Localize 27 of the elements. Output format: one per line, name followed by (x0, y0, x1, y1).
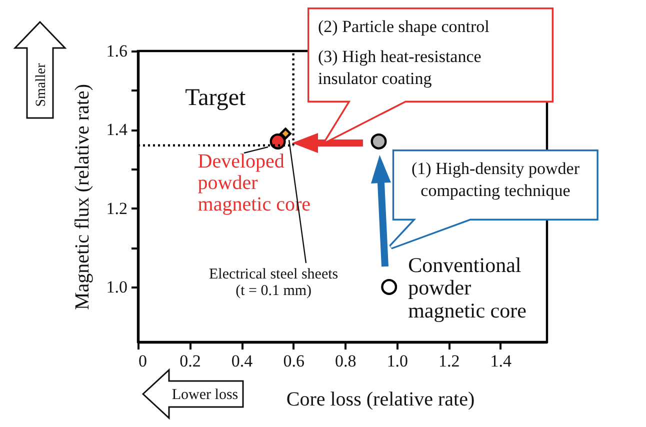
x-axis-title: Core loss (relative rate) (286, 388, 475, 410)
point (270, 133, 286, 150)
callout-box: (1) High-density powder compacting technique (388, 149, 599, 250)
annotation: Target (185, 84, 246, 112)
point (381, 278, 398, 295)
x-tick-label: 0.8 (334, 352, 356, 370)
x-tick-label: 0.6 (283, 352, 304, 370)
x-tick-label: 1.4 (490, 352, 512, 370)
series-label: Conventional powder magnetic core (408, 252, 526, 322)
y-tick-label: 1.0 (106, 277, 128, 296)
point (280, 128, 292, 140)
callout-box: (2) Particle shape control (3) High heat-resistance insulator coating (307, 7, 554, 142)
x-tick-label: 0.4 (231, 352, 254, 370)
text: Electrical steel sheets (t = 0.1 mm) (208, 266, 338, 299)
x-tick-label: 0 (138, 352, 147, 370)
up-arrow-outline: Smaller (14, 21, 66, 119)
annotation: (1) High-density powder compacting technique (410, 158, 581, 202)
annotation: (3) High heat-resistance insulator coating (318, 46, 482, 90)
x-tick-label: 0.2 (180, 352, 201, 370)
y-tick-label: 1.6 (106, 42, 128, 60)
left-arrow-outline: Lower loss (142, 369, 244, 419)
x-tick-label: 1.2 (438, 352, 460, 370)
x-tick-label: 1.0 (386, 352, 408, 370)
point (370, 133, 387, 150)
y-tick-label: 1.4 (106, 120, 128, 140)
y-tick-label: 1.2 (106, 198, 128, 218)
y-axis-title: Magnetic flux (relative rate) (71, 84, 94, 310)
